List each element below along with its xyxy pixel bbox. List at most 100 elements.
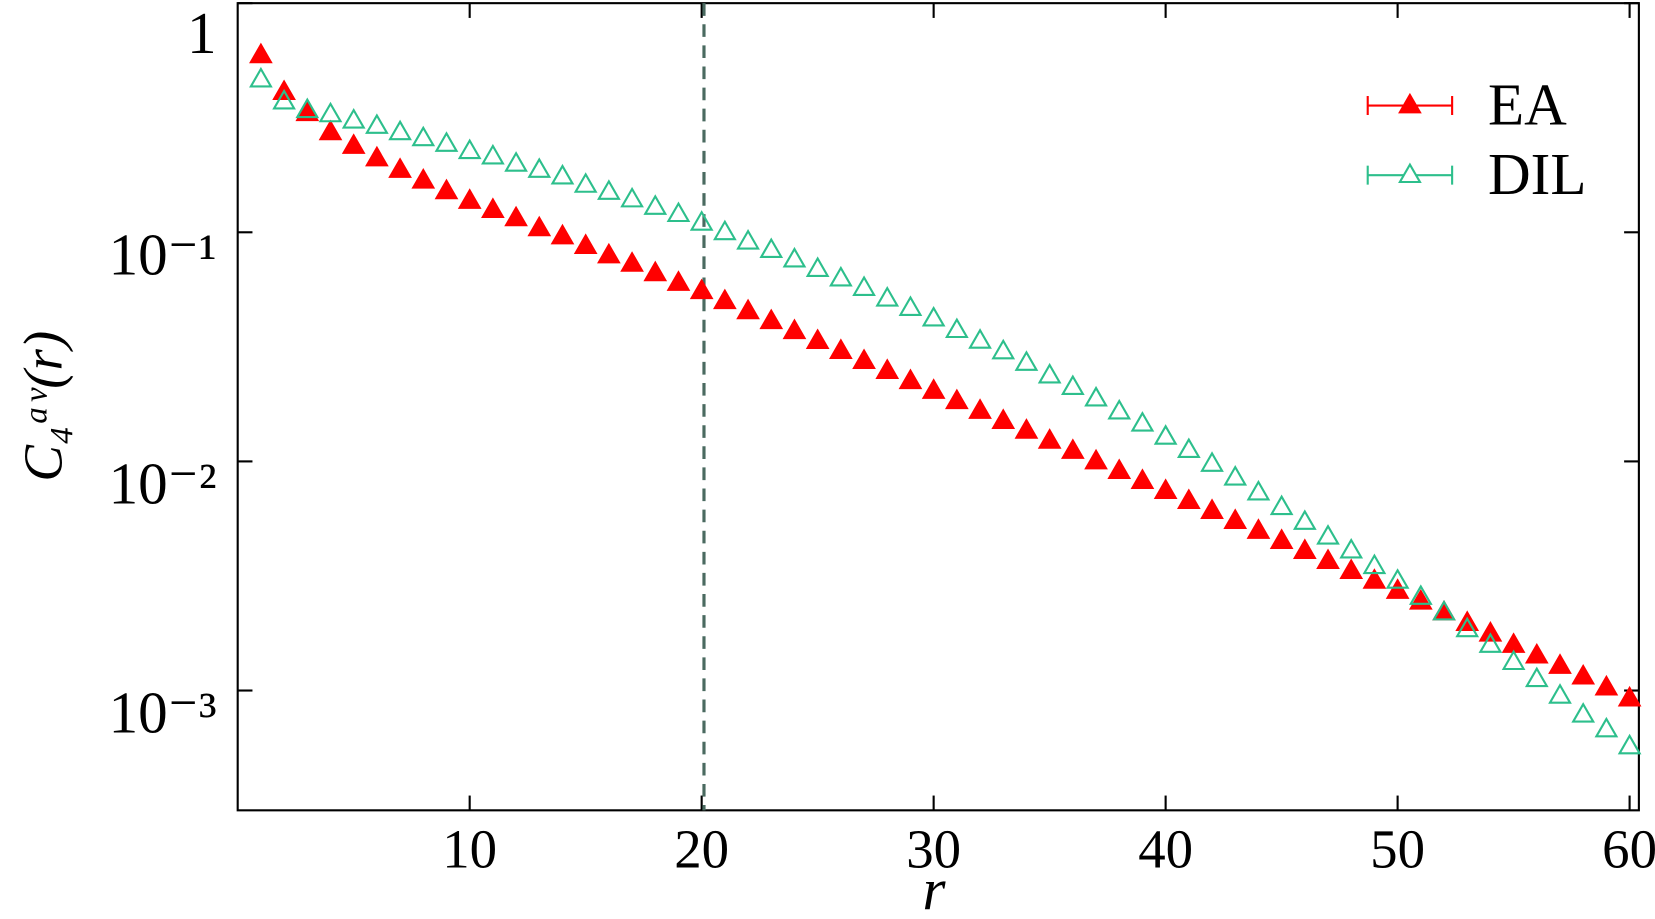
- legend-label: EA: [1488, 72, 1567, 138]
- data-point: [1200, 498, 1224, 519]
- data-point: [1432, 599, 1456, 621]
- legend-marker: [1398, 92, 1422, 114]
- data-point: [829, 265, 853, 287]
- data-point: [1594, 674, 1619, 696]
- data-point: [620, 251, 644, 272]
- data-point: [341, 108, 366, 129]
- data-point: [1037, 428, 1062, 449]
- data-point: [1014, 418, 1039, 439]
- y-tick-label: 1: [187, 0, 217, 66]
- data-point: [944, 317, 969, 339]
- data-point: [736, 298, 760, 320]
- data-point: [875, 286, 900, 307]
- data-point: [1060, 438, 1085, 459]
- data-point: [295, 100, 320, 122]
- data-point: [829, 338, 853, 360]
- x-tick-label: 40: [1138, 818, 1193, 879]
- data-point: [898, 368, 923, 390]
- data-point: [921, 305, 946, 327]
- data-point: [411, 167, 436, 189]
- data-point: [1176, 488, 1201, 510]
- data-point: [1246, 518, 1271, 539]
- x-axis-label: r: [923, 857, 947, 919]
- data-point: [1107, 398, 1132, 420]
- data-point: [1478, 632, 1503, 653]
- data-point: [1060, 374, 1085, 396]
- data-point: [898, 295, 923, 316]
- data-point: [643, 194, 668, 215]
- data-point: [921, 378, 946, 399]
- data-point: [759, 308, 784, 330]
- data-point: [620, 186, 644, 208]
- data-point: [434, 131, 459, 152]
- data-point: [1037, 362, 1062, 384]
- data-point: [1594, 716, 1619, 738]
- data-point: [388, 157, 412, 178]
- data-point: [1269, 528, 1294, 549]
- data-point: [573, 233, 598, 254]
- data-point: [852, 275, 876, 296]
- data-point: [1571, 702, 1596, 723]
- data-point: [805, 256, 830, 277]
- x-tick-label: 10: [442, 818, 497, 879]
- data-point: [318, 119, 343, 141]
- data-point: [388, 119, 412, 141]
- data-point: [1153, 478, 1178, 500]
- data-point: [1292, 538, 1317, 560]
- x-tick-label: 20: [674, 818, 729, 879]
- data-point: [875, 358, 900, 379]
- data-point: [1339, 558, 1364, 580]
- data-point: [1014, 350, 1039, 371]
- data-point: [1130, 411, 1155, 432]
- data-point: [295, 97, 320, 119]
- data-point: [1455, 616, 1480, 638]
- data-point: [1200, 451, 1224, 472]
- data-point: [1617, 685, 1642, 707]
- data-point: [944, 388, 969, 410]
- data-point: [689, 210, 714, 231]
- data-point: [434, 178, 459, 200]
- data-point: [365, 113, 389, 134]
- data-point: [805, 328, 830, 350]
- data-point: [643, 260, 668, 282]
- legend-marker: [1398, 162, 1422, 184]
- data-point: [1223, 465, 1248, 486]
- data-point: [1548, 653, 1572, 674]
- x-tick-label: 50: [1370, 818, 1425, 879]
- data-point: [1223, 508, 1248, 529]
- y-tick-label: 10⁻²: [109, 451, 217, 517]
- data-point: [1084, 385, 1108, 407]
- data-point: [1524, 666, 1549, 688]
- data-point: [713, 219, 737, 241]
- data-point: [1246, 479, 1271, 501]
- data-point: [1362, 568, 1387, 589]
- data-point: [597, 179, 621, 200]
- data-point: [550, 223, 575, 245]
- data-point: [1571, 663, 1596, 685]
- data-point: [527, 157, 552, 178]
- data-point: [1316, 524, 1340, 545]
- data-point: [968, 328, 992, 349]
- data-point: [318, 101, 343, 123]
- x-tick-label: 30: [906, 818, 961, 879]
- data-point: [666, 201, 691, 223]
- data-point: [527, 215, 552, 237]
- data-point: [852, 348, 876, 370]
- data-point: [968, 398, 992, 419]
- data-point: [457, 188, 482, 209]
- data-point: [759, 237, 784, 259]
- data-point: [1385, 568, 1410, 589]
- data-point: [272, 88, 296, 110]
- data-point: [1084, 448, 1108, 470]
- data-point: [597, 242, 621, 264]
- data-point: [1292, 509, 1317, 530]
- data-point: [341, 133, 366, 154]
- data-point: [504, 205, 528, 227]
- data-point: [481, 197, 505, 218]
- data-point: [1455, 610, 1480, 631]
- data-point: [481, 143, 505, 165]
- data-point: [689, 278, 714, 300]
- data-point: [411, 125, 436, 147]
- data-point: [1153, 424, 1178, 445]
